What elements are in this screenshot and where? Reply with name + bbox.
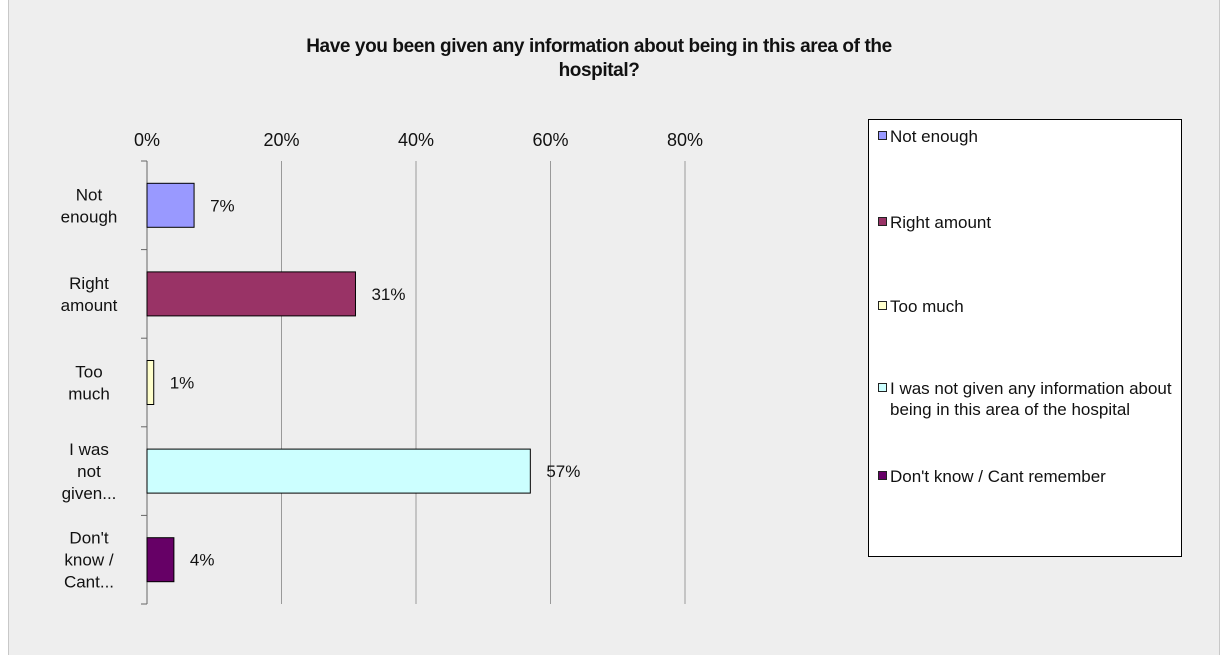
category-label: much — [68, 385, 110, 404]
category-label: given... — [62, 484, 117, 503]
legend-item: Not enough — [878, 126, 1178, 147]
bar-chart: 0% 20% 40% 60% 80% 7% Not enough 31% Right amount 1… — [61, 130, 703, 605]
legend-label: Not enough — [890, 127, 978, 146]
chart-title-line-1: Have you been given any information abou… — [306, 36, 892, 57]
bar-3 — [146, 448, 531, 494]
legend-swatch — [878, 383, 887, 392]
legend-swatch — [878, 471, 887, 480]
chart-legend: Not enough Right amount Too much I was not … — [868, 119, 1182, 557]
data-label-1: 31% — [371, 285, 405, 304]
chart-title-line-2: hospital? — [558, 60, 640, 81]
category-label: amount — [61, 296, 118, 315]
category-label: Cant... — [64, 573, 114, 592]
chart-area: Have you been given any information abou… — [8, 0, 1220, 655]
legend-label: Right amount — [890, 213, 992, 232]
bar-4 — [146, 537, 175, 583]
legend-item: Don't know / Cant remember — [878, 466, 1178, 487]
legend-swatch — [878, 301, 887, 310]
data-label-0: 7% — [210, 196, 235, 215]
legend-swatch — [878, 131, 887, 140]
bar-0 — [146, 182, 195, 228]
x-tick-label: 40% — [398, 130, 434, 150]
x-tick-label: 80% — [667, 130, 703, 150]
data-label-2: 1% — [170, 374, 195, 393]
legend-label: Too much — [890, 297, 964, 316]
x-tick-label: 0% — [134, 130, 160, 150]
category-label: not — [77, 462, 101, 481]
legend-swatch — [878, 217, 887, 226]
category-label: I was — [69, 440, 109, 459]
legend-label: I was not given any information about be… — [890, 379, 1172, 419]
bar-2 — [146, 360, 155, 405]
legend-item: Right amount — [878, 212, 1178, 233]
category-label: Not — [76, 185, 103, 204]
legend-item: Too much — [878, 296, 1178, 317]
category-label: Too — [75, 363, 102, 382]
category-label: Don't — [69, 529, 108, 548]
legend-label: Don't know / Cant remember — [890, 467, 1106, 486]
category-label: enough — [61, 207, 118, 226]
bar-1 — [146, 271, 356, 317]
category-label: Right — [69, 274, 109, 293]
category-label: know / — [64, 551, 113, 570]
legend-item: I was not given any information about be… — [878, 378, 1178, 420]
x-tick-label: 20% — [263, 130, 299, 150]
x-tick-label: 60% — [532, 130, 568, 150]
data-label-4: 4% — [190, 551, 215, 570]
data-label-3: 57% — [546, 462, 580, 481]
